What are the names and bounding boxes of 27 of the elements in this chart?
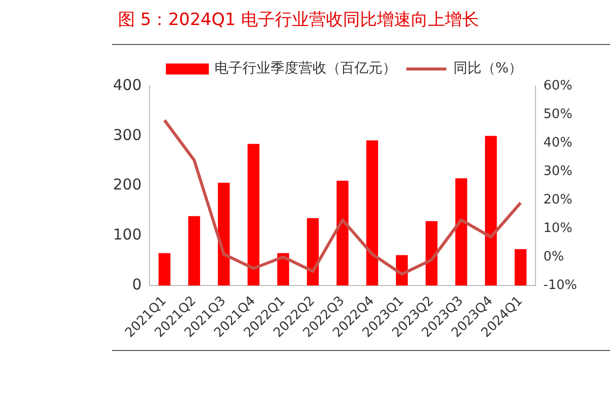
y-tick-label: 400 <box>112 76 142 94</box>
y2-tick-label: 60% <box>543 78 572 94</box>
bar <box>366 140 378 286</box>
y2-tick-label: 20% <box>543 192 572 208</box>
y2-tick-label: 0% <box>543 249 564 264</box>
bar <box>484 136 497 286</box>
bar <box>306 218 319 286</box>
legend-label: 电子行业季度营收（百亿元） <box>214 60 396 77</box>
y2-tick-label: -10% <box>543 278 578 293</box>
bar <box>188 216 200 286</box>
y-tick-label: 300 <box>112 126 142 144</box>
bar <box>455 178 468 286</box>
bar <box>336 180 348 286</box>
y2-tick-label: 50% <box>543 106 572 122</box>
y-tick-label: 200 <box>112 176 142 194</box>
y2-tick-label: 30% <box>543 164 572 179</box>
y2-tick-label: 10% <box>543 220 572 236</box>
y-tick-label: 100 <box>112 226 142 244</box>
y2-tick-label: 40% <box>543 135 572 150</box>
bar <box>218 182 230 286</box>
legend-label: 同比（%） <box>453 60 523 77</box>
bar <box>158 253 170 286</box>
y-tick-label: 0 <box>132 275 142 294</box>
bar <box>248 144 260 286</box>
chart-title: 图 5：2024Q1 电子行业营收同比增速向上增长 <box>118 9 480 31</box>
bar <box>426 221 438 286</box>
bar <box>514 249 527 286</box>
